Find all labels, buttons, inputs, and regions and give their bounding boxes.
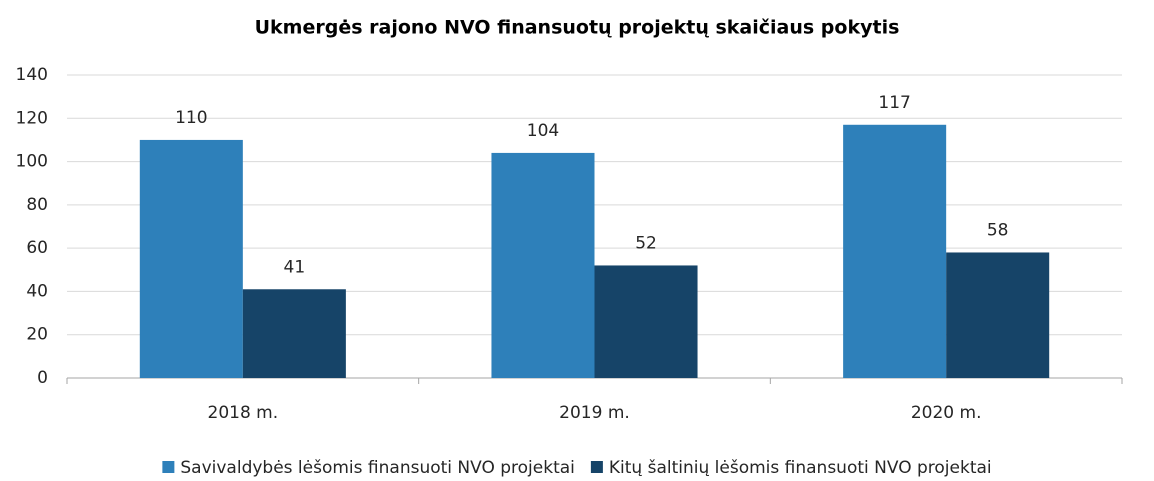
value-label: 117 bbox=[878, 93, 910, 113]
y-tick-label: 20 bbox=[26, 325, 48, 345]
bar bbox=[139, 139, 243, 378]
bar bbox=[594, 265, 698, 378]
value-label: 58 bbox=[987, 220, 1009, 240]
value-label: 110 bbox=[175, 108, 207, 128]
y-tick-label: 80 bbox=[26, 195, 48, 215]
y-tick-label: 120 bbox=[16, 108, 48, 128]
legend-label: Savivaldybės lėšomis finansuoti NVO proj… bbox=[180, 458, 575, 478]
x-tick-label: 2019 m. bbox=[559, 403, 630, 423]
legend-swatch bbox=[162, 461, 175, 473]
legend-swatch bbox=[590, 461, 603, 473]
bar bbox=[491, 152, 595, 378]
value-label: 52 bbox=[635, 233, 657, 253]
x-tick-label: 2020 m. bbox=[911, 403, 982, 423]
value-label: 104 bbox=[527, 121, 559, 141]
bar bbox=[843, 124, 947, 379]
legend-label: Kitų šaltinių lėšomis finansuoti NVO pro… bbox=[609, 458, 992, 478]
y-tick-label: 100 bbox=[16, 152, 48, 172]
chart-title: Ukmergės rajono NVO finansuotų projektų … bbox=[255, 17, 900, 39]
bar bbox=[946, 252, 1050, 378]
value-label: 41 bbox=[284, 257, 306, 277]
y-tick-label: 40 bbox=[26, 281, 48, 301]
y-tick-label: 0 bbox=[37, 368, 48, 388]
y-tick-label: 60 bbox=[26, 238, 48, 258]
x-tick-label: 2018 m. bbox=[208, 403, 279, 423]
y-tick-label: 140 bbox=[16, 65, 48, 85]
bar bbox=[242, 289, 346, 378]
